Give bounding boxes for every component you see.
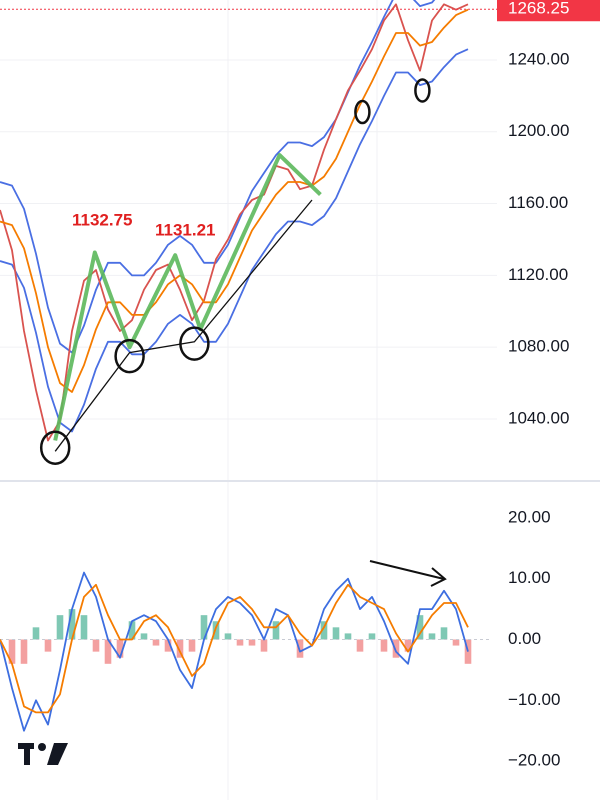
histogram-bar	[200, 615, 208, 640]
histogram-bar	[464, 639, 472, 664]
series-line	[0, 583, 469, 714]
histogram-bar	[8, 639, 16, 664]
y-tick-label: 1240.00	[508, 49, 569, 68]
histogram-bar	[32, 627, 40, 640]
histogram-bar	[416, 615, 424, 640]
histogram-bar	[452, 639, 460, 646]
price-pane: 1040.00 1080.00 1120.00 1160.00 1200.00 1240.…	[0, 0, 600, 465]
histogram-bar	[152, 639, 160, 646]
arrow	[369, 560, 447, 587]
histogram-bar	[260, 639, 268, 652]
circle-marker	[354, 99, 371, 125]
histogram-bar	[164, 639, 172, 652]
y-tick-label: 1040.00	[508, 408, 569, 427]
trendline	[54, 199, 313, 452]
histogram-bar	[332, 627, 340, 640]
series-line	[0, 8, 469, 393]
y-tick-label: 1200.00	[508, 121, 569, 140]
histogram-bar	[296, 639, 304, 658]
histogram-bar	[236, 639, 244, 646]
histogram-bar	[68, 609, 76, 640]
circle-marker	[39, 430, 71, 465]
series-line	[0, 3, 469, 442]
histogram-bar	[44, 639, 52, 652]
circle-marker	[179, 326, 210, 361]
histogram-bar	[140, 633, 148, 640]
histogram-bar	[320, 621, 328, 640]
histogram-bar	[128, 621, 136, 640]
y-tick-label: 0.00	[508, 629, 541, 648]
y-tick-label: −20.00	[508, 751, 560, 770]
oscillator-pane: −20.00 −10.00 0.00 10.00 20.00	[0, 507, 560, 770]
histogram-bar	[188, 639, 196, 652]
annotation: 1131.21	[155, 220, 216, 239]
histogram-bar	[404, 639, 412, 652]
histogram-bar	[104, 639, 112, 664]
histogram-bar	[428, 633, 436, 640]
histogram-bar	[392, 639, 400, 658]
histogram-bar	[80, 615, 88, 640]
y-tick-label: 10.00	[508, 568, 551, 587]
last-price-box	[497, 0, 600, 22]
zigzag	[53, 153, 322, 441]
histogram-bar	[380, 639, 388, 652]
histogram-bar	[56, 615, 64, 640]
histogram-bar	[20, 639, 28, 664]
histogram-bar	[440, 627, 448, 640]
circle-marker	[414, 78, 431, 103]
y-tick-label: 1080.00	[508, 337, 569, 356]
series-line	[0, 48, 469, 433]
histogram-bar	[272, 621, 280, 640]
last-price-label: 1268.25	[508, 0, 569, 18]
histogram-bar	[368, 633, 376, 640]
y-tick-label: 1160.00	[508, 193, 568, 212]
histogram-bar	[92, 639, 100, 652]
histogram-bar	[116, 639, 124, 658]
histogram-bar	[224, 633, 232, 640]
annotation: 1132.75	[72, 210, 133, 229]
circle-marker	[114, 338, 145, 374]
logo	[18, 743, 68, 765]
y-tick-label: 20.00	[508, 507, 551, 526]
histogram-bar	[248, 639, 256, 646]
y-tick-label: −10.00	[508, 690, 560, 709]
histogram-bar	[356, 639, 364, 652]
histogram-bar	[344, 633, 352, 640]
histogram-bar	[212, 621, 220, 640]
y-tick-label: 1120.00	[508, 265, 568, 284]
histogram-bar	[176, 639, 184, 658]
